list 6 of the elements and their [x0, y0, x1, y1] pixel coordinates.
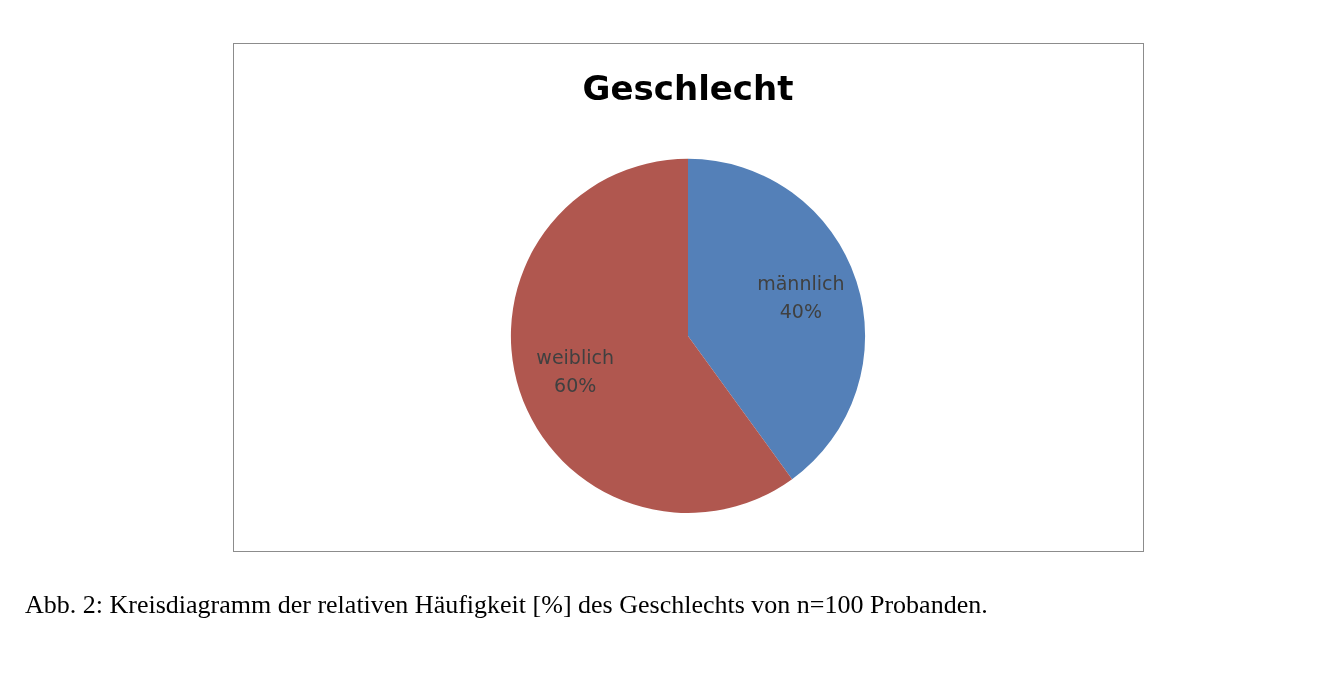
data-label: 60% [554, 373, 597, 396]
chart-title: Geschlecht [582, 68, 794, 109]
data-label: 40% [779, 300, 822, 323]
slice-label: männlich [757, 272, 845, 295]
caption: Abb. 2: Kreisdiagramm der relativen Häufigkeit [%] des Geschlechts von n=100 Probanden. [25, 590, 989, 620]
slice-label: weiblich [536, 345, 614, 368]
